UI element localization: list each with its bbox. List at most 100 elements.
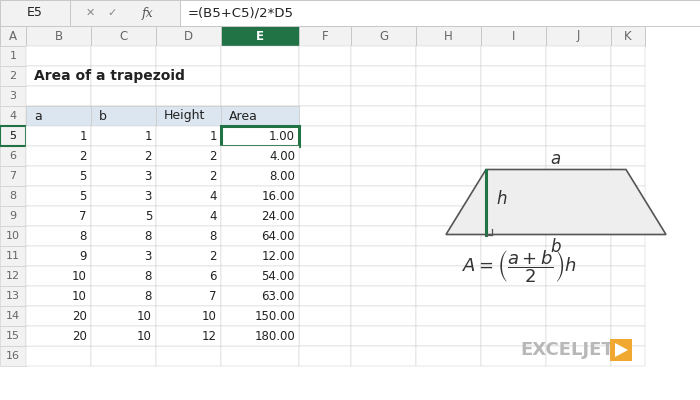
- Bar: [351, 246, 416, 266]
- Bar: [351, 46, 416, 66]
- Bar: [611, 246, 645, 266]
- Text: 150.00: 150.00: [254, 310, 295, 322]
- Bar: [26, 126, 91, 146]
- Bar: [91, 226, 156, 246]
- Bar: [0, 206, 26, 226]
- Bar: [546, 26, 611, 46]
- Text: 8: 8: [80, 230, 87, 242]
- Bar: [351, 126, 416, 146]
- Bar: [221, 286, 299, 306]
- Bar: [299, 46, 351, 66]
- Text: 5: 5: [80, 170, 87, 182]
- Bar: [91, 206, 156, 226]
- Text: 9: 9: [80, 250, 87, 262]
- Bar: [416, 266, 481, 286]
- Bar: [546, 226, 611, 246]
- Bar: [611, 286, 645, 306]
- Text: 10: 10: [72, 270, 87, 282]
- Bar: [91, 66, 156, 86]
- Bar: [91, 146, 156, 166]
- Bar: [26, 226, 91, 246]
- Bar: [221, 306, 299, 326]
- Bar: [481, 166, 546, 186]
- Bar: [299, 346, 351, 366]
- Bar: [91, 226, 156, 246]
- Bar: [299, 306, 351, 326]
- Text: 8: 8: [9, 191, 17, 201]
- Text: 4: 4: [209, 190, 217, 202]
- Text: 10: 10: [137, 310, 152, 322]
- Bar: [0, 286, 26, 306]
- Text: 2: 2: [9, 71, 17, 81]
- Bar: [26, 206, 91, 226]
- Text: 5: 5: [10, 131, 17, 141]
- Bar: [611, 86, 645, 106]
- Bar: [546, 126, 611, 146]
- Bar: [611, 106, 645, 126]
- Bar: [416, 206, 481, 226]
- Bar: [26, 206, 91, 226]
- Bar: [0, 246, 26, 266]
- Text: 1: 1: [209, 130, 217, 142]
- Bar: [416, 66, 481, 86]
- Bar: [546, 166, 611, 186]
- Bar: [221, 26, 299, 46]
- Text: 15: 15: [6, 331, 20, 341]
- Bar: [221, 106, 299, 126]
- Text: 24.00: 24.00: [262, 210, 295, 222]
- Text: EXCELJET: EXCELJET: [520, 341, 614, 359]
- Bar: [221, 226, 299, 246]
- Bar: [546, 66, 611, 86]
- Bar: [221, 166, 299, 186]
- Bar: [481, 146, 546, 166]
- Text: 1: 1: [10, 51, 17, 61]
- Bar: [91, 166, 156, 186]
- Bar: [351, 146, 416, 166]
- Text: 2: 2: [209, 250, 217, 262]
- Text: 10: 10: [72, 290, 87, 302]
- Bar: [26, 166, 91, 186]
- Bar: [416, 86, 481, 106]
- Text: K: K: [624, 30, 632, 42]
- Bar: [26, 146, 91, 166]
- Bar: [351, 206, 416, 226]
- Bar: [611, 346, 645, 366]
- Text: Area of a trapezoid: Area of a trapezoid: [34, 69, 185, 83]
- Bar: [70, 0, 180, 26]
- Text: H: H: [444, 30, 453, 42]
- Bar: [26, 326, 91, 346]
- Text: 3: 3: [145, 250, 152, 262]
- Bar: [299, 246, 351, 266]
- Text: G: G: [379, 30, 388, 42]
- Bar: [299, 286, 351, 306]
- Bar: [156, 206, 221, 226]
- Bar: [611, 226, 645, 246]
- Bar: [481, 226, 546, 246]
- Bar: [221, 326, 299, 346]
- Bar: [481, 26, 546, 46]
- Bar: [546, 186, 611, 206]
- Text: 2: 2: [209, 170, 217, 182]
- Bar: [546, 46, 611, 66]
- Bar: [26, 166, 91, 186]
- Bar: [221, 166, 299, 186]
- Bar: [351, 266, 416, 286]
- Text: 2: 2: [144, 150, 152, 162]
- Bar: [351, 226, 416, 246]
- Bar: [26, 326, 91, 346]
- Bar: [91, 306, 156, 326]
- Bar: [299, 186, 351, 206]
- Bar: [91, 126, 156, 146]
- Bar: [611, 146, 645, 166]
- Text: 5: 5: [10, 131, 17, 141]
- Bar: [611, 46, 645, 66]
- Bar: [221, 266, 299, 286]
- Bar: [26, 286, 91, 306]
- Bar: [156, 186, 221, 206]
- Bar: [481, 306, 546, 326]
- Bar: [351, 26, 416, 46]
- Bar: [299, 206, 351, 226]
- Text: $A = \left(\dfrac{a+b}{2}\right)h$: $A = \left(\dfrac{a+b}{2}\right)h$: [462, 249, 577, 285]
- Text: 8: 8: [209, 230, 217, 242]
- Text: 6: 6: [10, 151, 17, 161]
